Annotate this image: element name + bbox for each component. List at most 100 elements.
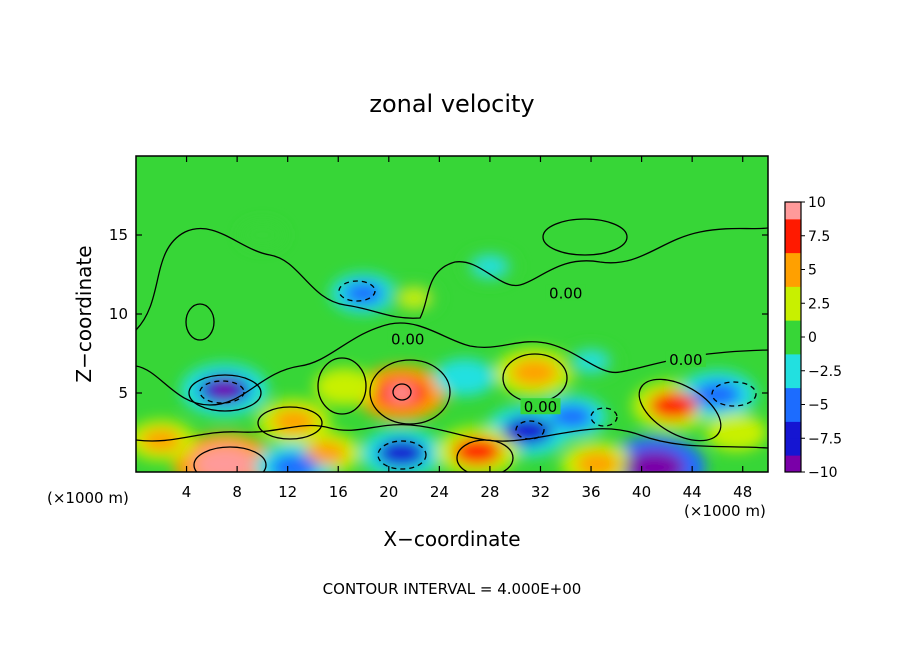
field-core (343, 282, 384, 305)
neg-contour-loop (338, 280, 376, 302)
colorbar-tick-label: 5 (808, 263, 817, 279)
field-core (248, 227, 277, 243)
colorbar-tick-label: −2.5 (808, 364, 842, 380)
colorbar-band (785, 438, 801, 456)
zero-contour-loop (188, 374, 262, 412)
zero-contours (136, 218, 768, 472)
contour-interval-note: CONTOUR INTERVAL = 4.000E+00 (323, 580, 582, 598)
colorbar-tick-label: −5 (808, 398, 829, 414)
x-tick-label: 12 (278, 483, 297, 501)
field-core (648, 391, 698, 420)
x-tick-label: 44 (683, 483, 702, 501)
colorbar-band (785, 202, 801, 220)
colorbar-tick-label: −7.5 (808, 431, 842, 447)
colorbar-band (785, 353, 801, 372)
x-tick-label: 36 (581, 483, 600, 501)
colorbar-band (785, 387, 801, 405)
field-core (446, 366, 483, 388)
y-tick-label: 15 (109, 226, 128, 244)
y-tick-label: 10 (109, 305, 128, 323)
field-core (398, 289, 430, 308)
colorbar-tick-label: 10 (808, 195, 826, 211)
y-tick-label: 5 (118, 384, 128, 402)
colorbar-tick-label: 0 (808, 330, 817, 346)
x-tick-label: 20 (379, 483, 398, 501)
x-unit-left: (×1000 m) (47, 489, 129, 507)
neg-contour-loop (377, 440, 427, 470)
colorbar-band (785, 404, 801, 422)
colorbar-band (785, 421, 801, 439)
zero-contour-line (136, 424, 768, 449)
contour-label: 0.00 (391, 330, 424, 348)
y-axis-label: Z−coordinate (72, 245, 96, 382)
x-axis-label: X−coordinate (383, 527, 520, 551)
contour-label: 0.00 (669, 351, 702, 369)
field-core (551, 404, 593, 429)
chart-title: zonal velocity (369, 90, 534, 118)
colorbar-band (785, 252, 801, 270)
zero-contour-loop (456, 439, 514, 472)
zero-contour-loop (638, 378, 722, 442)
zero-contour-loop (542, 218, 628, 256)
field-core (473, 257, 507, 277)
colorbar-band (785, 286, 801, 304)
contour-label: 0.00 (549, 284, 582, 302)
colorbar-band (785, 218, 801, 237)
x-axis: 4 8 12 16 20 24 28 32 36 40 44 48 (182, 156, 752, 501)
field-core (272, 409, 316, 434)
field-core (718, 422, 755, 443)
contour-label-bg (665, 350, 706, 367)
neg-contour-loop (711, 381, 757, 407)
zero-contour-loop (185, 303, 215, 341)
plot-area: 0.00 0.00 0.00 0.00 (135, 155, 769, 473)
colorbar-band (785, 235, 801, 254)
field-core (575, 451, 619, 472)
pos-contour-loop (392, 383, 412, 401)
x-tick-label: 28 (480, 483, 499, 501)
zero-contour-line (136, 227, 768, 331)
x-tick-label: 16 (329, 483, 348, 501)
field-peak (639, 458, 670, 472)
contour-labels: 0.00 0.00 0.00 0.00 (387, 284, 706, 416)
velocity-field (136, 220, 767, 472)
colorbar-tick-label: 2.5 (808, 296, 830, 312)
field-core (377, 439, 426, 467)
colorbar-band (785, 303, 801, 321)
neg-contour-loop (199, 380, 245, 404)
field-peak (209, 454, 240, 472)
colorbar-band (785, 455, 801, 473)
contour-label-bg (545, 284, 586, 301)
zero-contour-loop (257, 406, 323, 440)
field-core (574, 351, 608, 371)
x-tick-label: 40 (632, 483, 651, 501)
field-core (453, 437, 502, 466)
x-tick-label: 8 (232, 483, 242, 501)
x-tick-label: 24 (430, 483, 449, 501)
colorbar-tick-label: −10 (808, 465, 838, 481)
field-peak (211, 381, 238, 398)
contour-label-bg (520, 398, 561, 415)
colorbar: 10 7.5 5 2.5 0 −2.5 −5 −7.5 −10 (784, 195, 842, 481)
contour-label: 0.00 (524, 398, 557, 416)
colorbar-band (785, 337, 801, 355)
field-core (270, 453, 318, 472)
field-core (326, 376, 363, 398)
x-tick-label: 32 (531, 483, 550, 501)
neg-contour-loop (590, 407, 618, 427)
colorbar-band (785, 320, 801, 338)
field-blobs (136, 220, 767, 472)
y-axis: 5 10 15 (109, 226, 768, 402)
x-tick-label: 4 (182, 483, 192, 501)
zero-contour-loop (317, 357, 367, 415)
field-core (510, 359, 558, 386)
contour-label-bg (387, 330, 428, 347)
colorbar-band (785, 269, 801, 287)
colorbar-band (785, 370, 801, 389)
field-core (694, 381, 741, 408)
field-core (304, 441, 347, 465)
zero-contour-loop (369, 359, 451, 425)
x-tick-label: 48 (733, 483, 752, 501)
zero-contour-loop (193, 446, 267, 472)
x-unit-right: (×1000 m) (684, 502, 766, 520)
